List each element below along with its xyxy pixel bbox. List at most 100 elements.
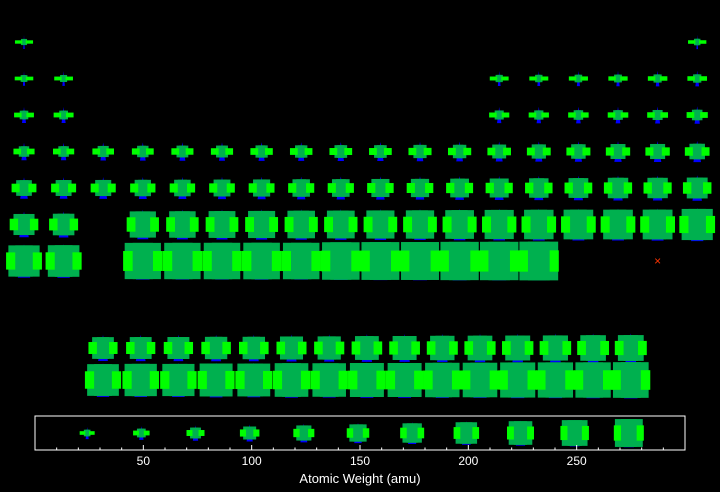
element-87 (6, 244, 42, 278)
element-25 (250, 142, 273, 161)
element-19-core (21, 146, 27, 157)
element-103 (611, 361, 651, 399)
element-56 (49, 211, 79, 238)
element-19 (13, 142, 35, 161)
element-34 (605, 141, 631, 162)
element-80 (442, 208, 477, 241)
element-95 (310, 362, 348, 398)
element-46-core (375, 178, 386, 198)
legend-glyphs (79, 418, 644, 448)
element-59 (163, 334, 194, 362)
weight-legend: 50 100 150 200 250 (34, 415, 686, 468)
element-50 (525, 175, 553, 201)
element-20 (52, 142, 75, 161)
legend-glyph-150 (346, 422, 370, 444)
x-tick-label-200: 200 (458, 454, 478, 468)
element-108-core (290, 242, 312, 280)
element-105 (162, 242, 203, 280)
element-32 (526, 141, 551, 162)
element-35 (645, 141, 670, 162)
element-71 (614, 333, 647, 363)
element-36 (684, 140, 710, 163)
element-27 (329, 141, 353, 162)
element-6-core (536, 74, 541, 83)
element-10 (687, 70, 708, 87)
element-glyphs: × (6, 34, 716, 399)
element-59-core (172, 337, 185, 359)
element-78-core (372, 210, 389, 239)
element-9-core (655, 74, 660, 83)
element-66 (426, 333, 458, 363)
legend-glyph-25-core (85, 429, 90, 437)
element-37-core (19, 180, 29, 196)
element-45-core (335, 179, 346, 197)
element-2-core (695, 38, 700, 46)
element-12 (53, 106, 74, 124)
legend-glyph-75 (186, 425, 205, 441)
element-84 (600, 208, 636, 241)
element-61-core (247, 336, 261, 360)
legend-glyph-125 (293, 423, 315, 443)
element-112-core (448, 241, 471, 281)
element-107 (241, 242, 282, 280)
element-83-core (570, 209, 587, 240)
element-82 (521, 208, 557, 241)
element-76 (284, 209, 318, 240)
element-16-core (615, 110, 621, 120)
element-50-core (533, 178, 545, 198)
element-44-core (296, 179, 307, 197)
element-74 (205, 209, 239, 240)
element-53 (643, 175, 672, 201)
element-108 (281, 242, 321, 280)
element-78 (363, 209, 398, 240)
element-94 (272, 362, 311, 398)
element-60-core (209, 336, 223, 360)
element-47-core (414, 178, 426, 198)
element-52-core (612, 177, 624, 199)
element-111 (400, 241, 440, 281)
element-99-core (470, 362, 490, 398)
element-79-core (412, 210, 428, 239)
element-6 (529, 70, 549, 87)
element-100-core (507, 362, 528, 398)
element-85-core (649, 209, 666, 240)
element-23 (171, 142, 194, 161)
element-33 (566, 141, 591, 162)
legend-glyph-100-core (246, 426, 254, 440)
element-96-core (357, 363, 377, 397)
element-31-core (495, 144, 504, 159)
element-57-core (96, 337, 110, 359)
element-113-core (488, 241, 510, 281)
element-113 (479, 241, 520, 281)
element-105-core (172, 242, 193, 280)
element-101 (536, 361, 575, 399)
element-101-core (545, 362, 566, 398)
element-71-core (623, 335, 639, 361)
element-68 (502, 333, 534, 363)
element-41 (169, 176, 196, 200)
element-54-core (691, 177, 704, 199)
legend-glyph-275 (613, 418, 644, 448)
element-76-core (293, 210, 309, 239)
element-3 (14, 71, 34, 86)
element-75-core (254, 210, 270, 239)
element-46 (367, 176, 394, 200)
element-14 (528, 106, 549, 124)
element-16 (607, 106, 629, 124)
element-55-core (18, 213, 30, 236)
legend-glyph-175 (400, 422, 425, 444)
element-49-core (493, 178, 505, 198)
element-83 (561, 208, 596, 241)
element-40-core (138, 179, 148, 197)
element-87-core (15, 245, 33, 277)
legend-glyph-200 (453, 421, 480, 445)
element-106 (202, 242, 242, 280)
element-75 (245, 209, 279, 240)
element-72 (126, 209, 159, 240)
element-28 (369, 141, 392, 162)
x-axis-label: Atomic Weight (amu) (299, 471, 420, 486)
element-65 (389, 334, 420, 362)
element-109 (320, 241, 361, 281)
element-81 (482, 208, 517, 241)
